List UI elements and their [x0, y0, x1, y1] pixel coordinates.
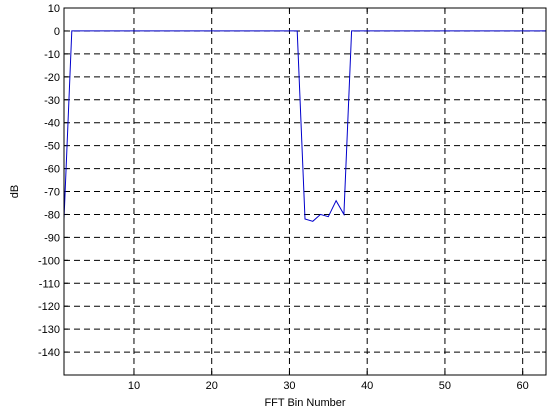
x-tick-label: 50 — [439, 380, 451, 392]
x-tick-label: 10 — [128, 380, 140, 392]
grid-lines — [64, 7, 546, 375]
y-tick-label: -30 — [44, 95, 60, 107]
y-tick-label: -20 — [44, 72, 60, 84]
x-axis-ticks: 10 20 30 40 50 60 — [128, 8, 529, 392]
y-tick-label: -80 — [44, 209, 60, 221]
x-tick-label: 20 — [206, 380, 218, 392]
y-tick-label: -100 — [38, 255, 60, 267]
y-tick-label: -130 — [38, 324, 60, 336]
y-tick-label: -60 — [44, 164, 60, 176]
y-tick-label: 0 — [54, 26, 60, 38]
y-tick-label: -70 — [44, 187, 60, 199]
series-layer — [63, 30, 546, 222]
y-tick-label: -140 — [38, 347, 60, 359]
y-tick-label: -110 — [39, 278, 60, 290]
plot-frame — [63, 7, 547, 376]
x-tick-label: 60 — [517, 380, 529, 392]
y-tick-label: -50 — [44, 141, 60, 153]
y-axis-label: dB — [9, 185, 21, 198]
x-tick-label: 40 — [361, 380, 373, 392]
y-tick-label: -90 — [44, 232, 60, 244]
x-axis-label: FFT Bin Number — [264, 397, 345, 409]
y-axis-ticks: 10 0 -10 -20 -30 -40 -50 -60 -70 -80 -90 -100 -110 -1… — [38, 3, 546, 359]
y-tick-label: -120 — [38, 301, 60, 313]
series-line — [63, 30, 546, 222]
x-tick-label: 30 — [283, 380, 295, 392]
y-tick-label: 10 — [48, 3, 60, 15]
y-tick-label: -40 — [44, 118, 60, 130]
y-tick-label: -10 — [44, 49, 60, 61]
